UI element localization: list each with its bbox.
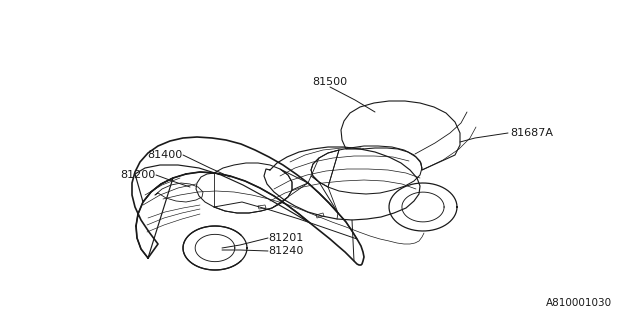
Text: 81400: 81400 — [147, 150, 182, 160]
Text: 81500: 81500 — [312, 77, 348, 87]
Text: A810001030: A810001030 — [546, 298, 612, 308]
Text: 81687A: 81687A — [510, 128, 553, 138]
Text: 81201: 81201 — [268, 233, 303, 243]
Text: 81240: 81240 — [268, 246, 303, 256]
Text: 81200: 81200 — [120, 170, 155, 180]
